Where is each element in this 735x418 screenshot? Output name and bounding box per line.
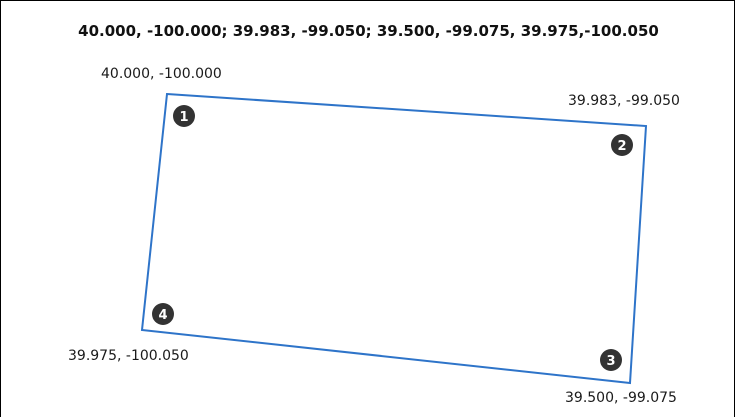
marker-number: 1 [179, 110, 188, 125]
vertex-marker-2[interactable]: 2 [611, 134, 633, 156]
marker-circle [600, 349, 622, 371]
diagram-title: 40.000, -100.000; 39.983, -99.050; 39.50… [78, 22, 659, 40]
vertex-label-2: 39.983, -99.050 [568, 93, 680, 109]
vertex-marker-3[interactable]: 3 [600, 349, 622, 371]
marker-circle [611, 134, 633, 156]
vertex-marker-1[interactable]: 1 [173, 105, 195, 127]
marker-number: 4 [158, 308, 167, 323]
marker-number: 3 [606, 354, 615, 369]
marker-circle [152, 303, 174, 325]
vertex-label-4: 39.975, -100.050 [68, 348, 189, 364]
vertex-label-3: 39.500, -99.075 [565, 390, 677, 406]
vertex-marker-4[interactable]: 4 [152, 303, 174, 325]
marker-circle [173, 105, 195, 127]
polygon-outline [140, 92, 648, 385]
vertex-label-1: 40.000, -100.000 [101, 66, 222, 82]
marker-number: 2 [617, 139, 626, 154]
